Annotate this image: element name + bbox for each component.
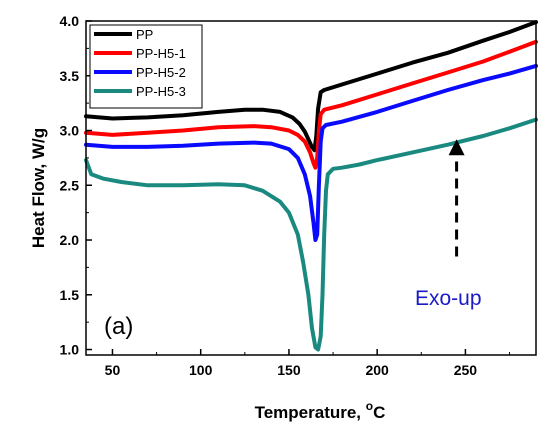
ticks-layer: 50 100 150 200 250 1.0 1.5 2.0 2.5 3.0 3.5 4.0 [60, 13, 511, 378]
y-axis-title: Heat Flow, W/g [29, 128, 48, 248]
y-tick-label: 3.5 [60, 68, 80, 84]
series-line-4 [84, 117, 538, 352]
y-tick-label: 4.0 [60, 13, 80, 29]
plot-frame [85, 20, 537, 356]
legend-box [89, 24, 203, 109]
series-layer [84, 20, 538, 352]
legend: PP PP-H5-1 PP-H5-2 PP-H5-3 [89, 24, 203, 109]
legend-label: PP-H5-1 [136, 46, 186, 61]
y-tick-label: 1.5 [60, 287, 80, 303]
series-line-1 [84, 20, 538, 153]
x-axis-title: Temperature, oC [255, 399, 386, 422]
y-tick-label: 2.5 [60, 177, 80, 193]
legend-label: PP [136, 27, 153, 42]
legend-label: PP-H5-3 [136, 84, 186, 99]
y-tick-label: 3.0 [60, 123, 80, 139]
x-tick-label: 200 [365, 362, 389, 378]
series-line-3 [84, 63, 538, 242]
exo-arrow-head [448, 139, 465, 156]
x-axis-title-main: Temperature, [255, 403, 366, 422]
exo-up-label: Exo-up [415, 287, 482, 310]
series-line-2 [84, 39, 538, 170]
x-tick-label: 50 [105, 362, 121, 378]
legend-label: PP-H5-2 [136, 65, 186, 80]
exo-annotation: Exo-up [415, 139, 482, 310]
x-tick-label: 250 [454, 362, 478, 378]
panel-label: (a) [104, 313, 133, 340]
y-tick-label: 1.0 [60, 342, 80, 358]
plot-area: 50 100 150 200 250 1.0 1.5 2.0 2.5 3.0 3.5 4.0 [60, 13, 538, 378]
x-axis-title-sup: o [366, 399, 373, 413]
legend-items: PP PP-H5-1 PP-H5-2 PP-H5-3 [94, 27, 186, 99]
x-tick-label: 150 [277, 362, 301, 378]
y-tick-label: 2.0 [60, 232, 80, 248]
x-axis-title-unit: C [373, 403, 385, 422]
x-tick-label: 100 [189, 362, 213, 378]
